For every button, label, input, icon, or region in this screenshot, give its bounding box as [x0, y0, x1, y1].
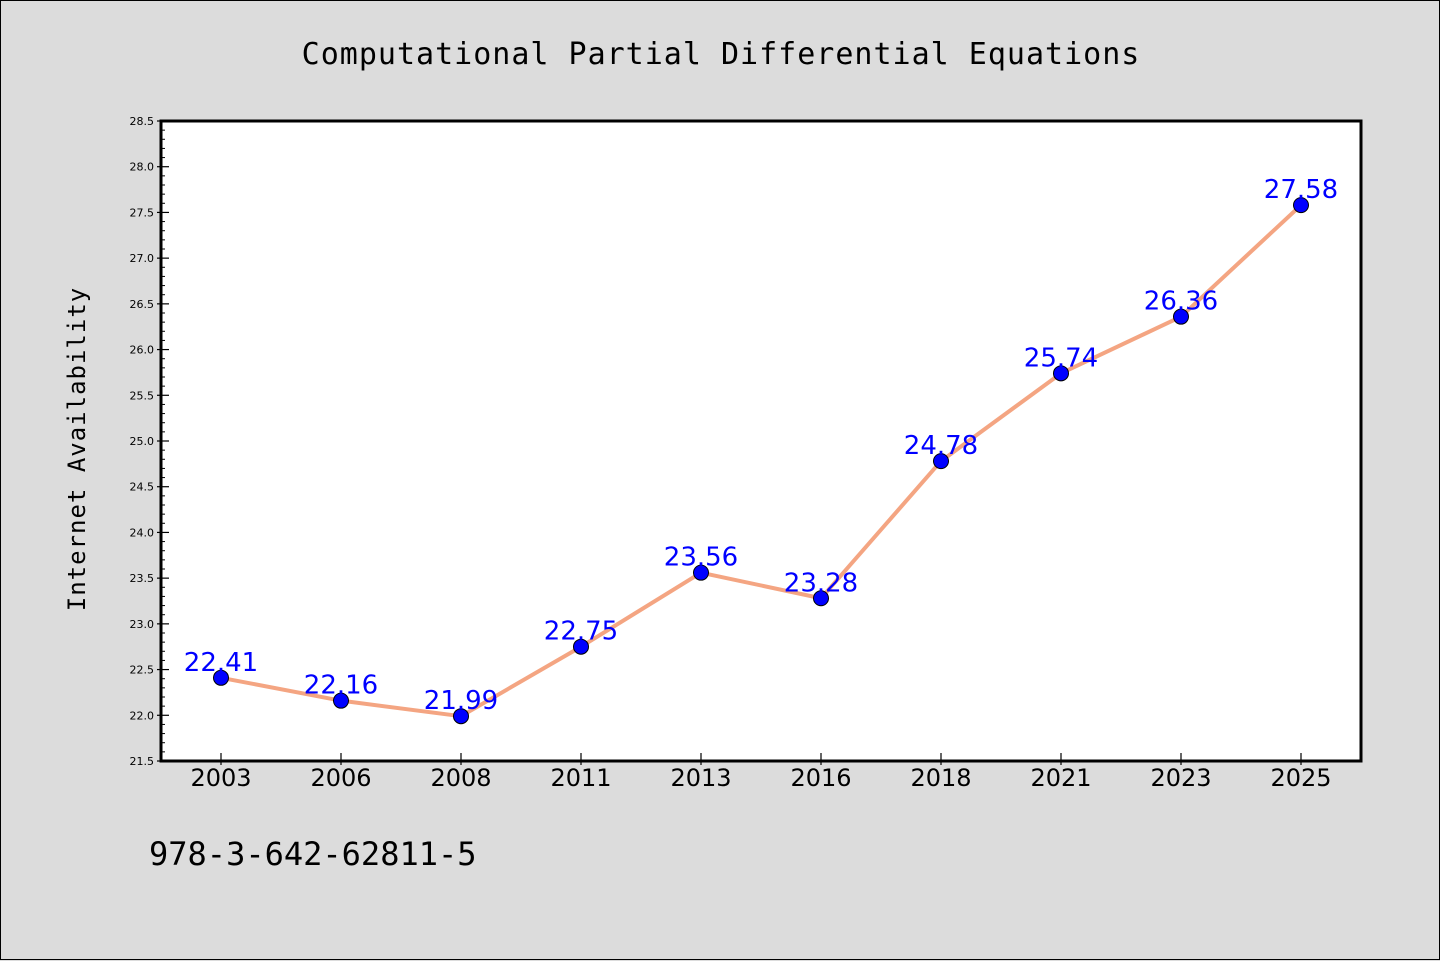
y-tick-label: 23.0 — [130, 618, 155, 631]
chart-title: Computational Partial Differential Equat… — [302, 37, 1141, 72]
y-axis: 21.5 22.0 22.5 23.0 23.5 24.0 24.5 25.0 25.5 26.0… — [130, 115, 169, 768]
data-label: 25.74 — [1024, 343, 1098, 373]
data-labels-group: 22.41 22.16 21.99 22.75 23.56 23.28 24.78 25.74… — [184, 175, 1338, 716]
data-label: 22.16 — [304, 671, 378, 701]
data-point — [573, 638, 589, 655]
data-label: 22.41 — [184, 648, 258, 678]
data-label: 22.75 — [544, 617, 618, 647]
data-label: 26.36 — [1144, 287, 1218, 317]
data-point — [453, 708, 469, 725]
x-tick-label: 2008 — [430, 764, 491, 792]
y-tick-label: 22.0 — [130, 709, 155, 722]
y-axis-label: Internet Availability — [63, 287, 91, 611]
plot-area — [159, 119, 1363, 763]
x-tick-label: 2016 — [790, 764, 851, 792]
x-tick-label: 2011 — [550, 764, 611, 792]
data-label: 27.58 — [1264, 175, 1338, 205]
x-tick-label: 2013 — [670, 764, 731, 792]
data-label: 23.56 — [664, 543, 738, 573]
data-point — [1293, 197, 1309, 214]
data-label: 21.99 — [424, 686, 498, 716]
data-point — [1173, 308, 1189, 325]
data-point — [693, 564, 709, 581]
series-group — [213, 197, 1309, 725]
x-tick-label: 2021 — [1030, 764, 1091, 792]
x-tick-label: 2006 — [310, 764, 371, 792]
y-tick-label: 24.5 — [130, 481, 155, 494]
y-tick-label: 25.0 — [130, 435, 155, 448]
x-tick-label: 2018 — [910, 764, 971, 792]
isbn-footer: 978-3-642-62811-5 — [149, 835, 477, 873]
data-point — [333, 692, 349, 709]
data-point — [213, 669, 229, 686]
y-tick-label: 27.0 — [130, 252, 155, 265]
y-tick-label: 26.0 — [130, 344, 155, 357]
series-line — [219, 203, 1303, 719]
data-point — [813, 590, 829, 607]
x-tick-label: 2003 — [190, 764, 251, 792]
x-tick-label: 2023 — [1150, 764, 1211, 792]
y-tick-label: 28.0 — [130, 161, 155, 174]
y-tick-label: 22.5 — [130, 664, 155, 677]
data-label: 23.28 — [784, 568, 858, 598]
y-tick-label: 24.0 — [130, 526, 155, 539]
y-tick-label: 23.5 — [130, 572, 155, 585]
x-axis: 2003 2006 2008 2011 2013 2016 2018 2021 2023 2025 — [190, 753, 1332, 792]
y-tick-label: 28.5 — [130, 115, 155, 128]
data-point — [1053, 365, 1069, 382]
data-label: 24.78 — [904, 431, 978, 461]
y-tick-label: 21.5 — [130, 755, 155, 768]
x-tick-label: 2025 — [1270, 764, 1331, 792]
y-tick-label: 27.5 — [130, 206, 155, 219]
data-point — [933, 453, 949, 470]
y-tick-label: 26.5 — [130, 298, 155, 311]
y-tick-label: 25.5 — [130, 389, 155, 402]
